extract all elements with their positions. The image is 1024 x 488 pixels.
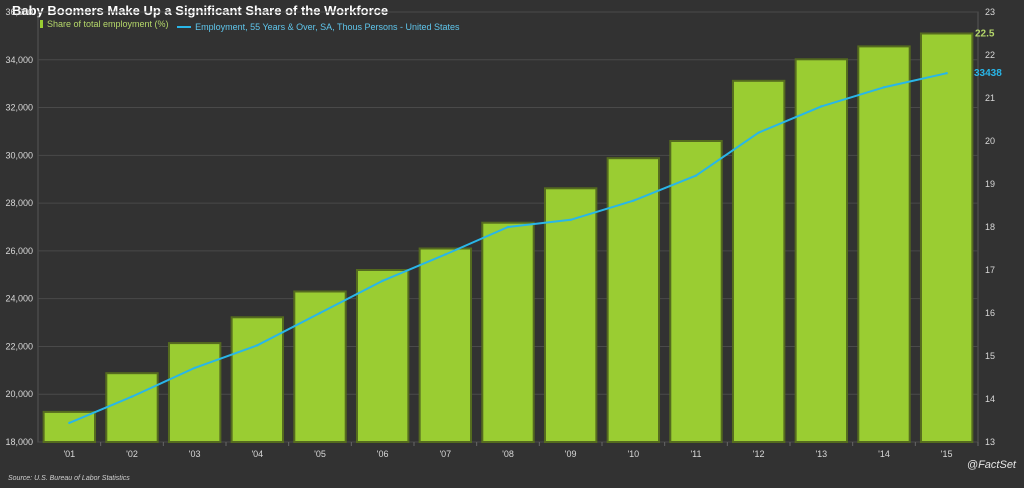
y-left-tick-label: 30,000 <box>5 150 33 160</box>
line-point-8 <box>569 218 572 222</box>
x-tick-label: '13 <box>815 449 827 459</box>
source-note: Source: U.S. Bureau of Labor Statistics <box>8 475 130 482</box>
y-left-tick-label: 32,000 <box>5 103 33 113</box>
x-tick-label: '04 <box>251 449 263 459</box>
bar-7 <box>481 221 535 443</box>
line-layer <box>68 72 948 425</box>
y-left-tick-label: 22,000 <box>5 341 33 351</box>
y-left-tick-label: 20,000 <box>5 389 33 399</box>
line-point-11 <box>757 131 760 134</box>
line-point-12 <box>820 105 823 108</box>
bar-4 <box>293 290 347 443</box>
bar-10 <box>669 140 723 443</box>
y-right-tick-label: 22 <box>985 50 995 60</box>
line-point-1 <box>130 395 134 398</box>
label-layer: 22.5 33438 <box>974 29 1002 80</box>
bar-13 <box>857 45 911 444</box>
brand-label: @FactSet <box>966 459 1016 471</box>
line-last-value-label: 33438 <box>974 68 1002 79</box>
legend-item-bar: Share of total employment (%) <box>40 19 169 29</box>
y-right-tick-label: 18 <box>985 222 995 232</box>
x-tick-label: '08 <box>502 449 514 459</box>
y-left-tick-label: 26,000 <box>5 246 33 256</box>
axis-layer: 18,000 20,000 22,000 24,000 26,000 28,000 30,0… <box>5 7 995 459</box>
y-right-tick-label: 23 <box>985 7 995 17</box>
bar-last-value-label: 22.5 <box>975 29 995 40</box>
line-point-6 <box>444 253 447 256</box>
bar-3 <box>230 316 285 443</box>
line-point-4 <box>318 311 322 315</box>
bar-11 <box>731 79 786 444</box>
line-point-3 <box>256 344 259 347</box>
bar-14 <box>919 32 974 443</box>
bar-8 <box>543 187 598 443</box>
legend-item-line: Employment, 55 Years & Over, SA, Thous P… <box>177 22 460 32</box>
y-right-tick-label: 13 <box>985 437 995 447</box>
x-tick-label: '12 <box>753 449 765 459</box>
bar-5 <box>355 269 410 443</box>
line-point-10 <box>694 174 698 177</box>
y-left-tick-label: 36,000 <box>5 7 33 17</box>
x-tick-label: '14 <box>878 449 890 459</box>
legend-line-label: Employment, 55 Years & Over, SA, Thous P… <box>195 22 460 32</box>
y-left-tick-label: 24,000 <box>5 294 33 304</box>
y-right-tick-label: 20 <box>985 136 995 146</box>
line-point-14 <box>945 72 948 75</box>
x-tick-label: '05 <box>314 449 326 459</box>
y-right-tick-label: 15 <box>985 351 995 361</box>
x-tick-label: '10 <box>627 449 639 459</box>
y-right-tick-label: 17 <box>985 265 995 275</box>
y-left-tick-label: 28,000 <box>5 198 33 208</box>
bar-1 <box>105 372 159 444</box>
legend-bar-swatch <box>40 20 43 28</box>
bar-0 <box>42 410 97 443</box>
y-left-tick-label: 34,000 <box>5 55 33 65</box>
bar-2 <box>167 342 222 444</box>
x-tick-label: '11 <box>690 449 701 459</box>
line-point-7 <box>506 225 510 229</box>
chart-title: Baby Boomers Make Up a Significant Share… <box>12 3 389 18</box>
x-tick-label: '06 <box>377 449 389 459</box>
x-tick-label: '15 <box>941 449 953 459</box>
x-tick-label: '01 <box>63 449 75 459</box>
line-point-9 <box>632 199 635 202</box>
x-tick-label: '07 <box>439 449 451 459</box>
y-left-tick-label: 18,000 <box>5 437 33 447</box>
line-point-5 <box>381 279 384 282</box>
y-right-tick-label: 14 <box>985 394 995 404</box>
x-tick-label: '02 <box>126 449 138 459</box>
y-right-tick-label: 19 <box>985 179 995 189</box>
legend-line-swatch <box>177 26 192 28</box>
line-point-13 <box>882 86 886 89</box>
y-right-tick-label: 21 <box>985 93 995 103</box>
line-point-2 <box>193 366 196 370</box>
legend: Share of total employment (%) Employment… <box>40 19 466 32</box>
bar-12 <box>794 58 849 444</box>
x-tick-label: '09 <box>565 449 577 459</box>
x-tick-label: '03 <box>189 449 201 459</box>
y-right-tick-label: 16 <box>985 308 995 318</box>
line-point-0 <box>68 421 71 425</box>
bar-6 <box>418 247 473 443</box>
legend-bar-label: Share of total employment (%) <box>47 19 169 29</box>
bar-layer <box>42 32 974 444</box>
